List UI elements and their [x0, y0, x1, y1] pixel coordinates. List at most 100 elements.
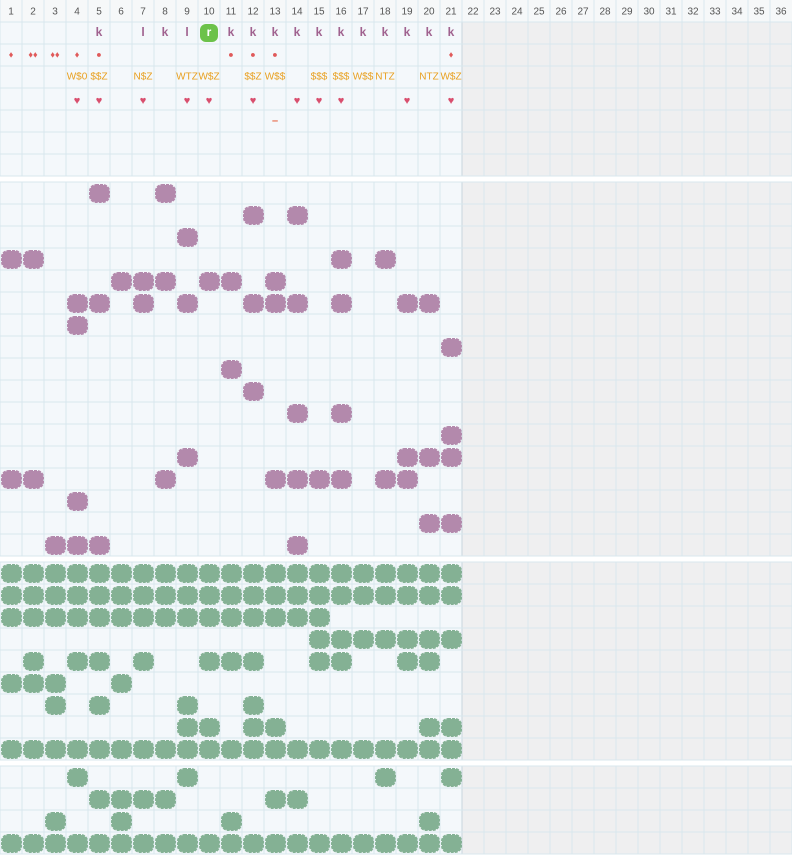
badge — [200, 24, 218, 42]
blob — [177, 718, 198, 737]
blob — [177, 586, 198, 605]
blob — [419, 586, 440, 605]
blob — [287, 608, 308, 627]
column-number: 12 — [247, 7, 259, 18]
cell-text: k — [382, 25, 389, 39]
blob — [397, 448, 418, 467]
blob — [111, 674, 132, 693]
blob — [89, 564, 110, 583]
blob — [265, 470, 286, 489]
blob — [23, 250, 44, 269]
blob — [243, 382, 264, 401]
blob — [265, 564, 286, 583]
column-number: 9 — [184, 7, 190, 18]
blob — [45, 586, 66, 605]
blob — [177, 696, 198, 715]
blob — [331, 404, 352, 423]
cell-text: k — [228, 25, 235, 39]
cell-text: N$Z — [134, 72, 153, 83]
blob — [133, 564, 154, 583]
cell-text: ● — [272, 49, 277, 59]
blob — [155, 790, 176, 809]
blob — [199, 272, 220, 291]
blob — [419, 448, 440, 467]
cell-text: $$Z — [90, 72, 107, 83]
blob — [309, 740, 330, 759]
blob — [287, 470, 308, 489]
cell-text: $$$ — [333, 72, 350, 83]
cell-text: ♥ — [250, 95, 257, 107]
blob — [177, 564, 198, 583]
blob — [375, 834, 396, 853]
blob — [177, 834, 198, 853]
blob — [419, 294, 440, 313]
blob — [309, 630, 330, 649]
blob — [89, 536, 110, 555]
column-number: 13 — [269, 7, 281, 18]
blob — [89, 294, 110, 313]
cell-text: $$Z — [244, 72, 261, 83]
cell-text: k — [96, 25, 103, 39]
blob — [199, 740, 220, 759]
cell-text: k — [360, 25, 367, 39]
cell-text: ♦ — [75, 49, 80, 59]
blob — [111, 740, 132, 759]
blob — [287, 404, 308, 423]
blob — [331, 294, 352, 313]
blob — [67, 834, 88, 853]
cell-text: W$$ — [353, 72, 374, 83]
blob — [397, 740, 418, 759]
blob — [155, 272, 176, 291]
blob — [199, 834, 220, 853]
cell-text: ♥ — [448, 95, 455, 107]
blob — [397, 652, 418, 671]
column-number: 30 — [643, 7, 655, 18]
blob — [45, 564, 66, 583]
column-number: 11 — [226, 7, 237, 18]
blob — [177, 448, 198, 467]
column-number: 8 — [162, 7, 168, 18]
blob — [331, 834, 352, 853]
cell-text: l — [185, 25, 188, 39]
column-number: 33 — [709, 7, 721, 18]
column-number: 31 — [665, 7, 677, 18]
section-bg-inactive — [462, 562, 792, 760]
column-number: 18 — [379, 7, 391, 18]
blob — [331, 630, 352, 649]
cell-text: NTZ — [375, 72, 394, 83]
cell-text: ♥ — [338, 95, 345, 107]
blob — [1, 470, 22, 489]
blob — [441, 740, 462, 759]
blob — [265, 294, 286, 313]
blob — [1, 564, 22, 583]
blob — [221, 272, 242, 291]
blob — [67, 294, 88, 313]
cell-text: ♥ — [74, 95, 81, 107]
blob — [23, 740, 44, 759]
blob — [287, 564, 308, 583]
blob — [243, 718, 264, 737]
blob — [353, 586, 374, 605]
column-number: 34 — [731, 7, 743, 18]
cell-text: W$Z — [440, 72, 461, 83]
blob — [111, 790, 132, 809]
blob — [199, 586, 220, 605]
blob — [265, 740, 286, 759]
blob — [177, 608, 198, 627]
cell-text: W$0 — [67, 72, 88, 83]
blob — [353, 564, 374, 583]
blob — [309, 564, 330, 583]
blob — [331, 652, 352, 671]
column-number: 26 — [555, 7, 567, 18]
blob — [89, 834, 110, 853]
blob — [419, 812, 440, 831]
blob — [45, 674, 66, 693]
blob — [221, 834, 242, 853]
blob — [199, 564, 220, 583]
cell-text: k — [338, 25, 345, 39]
blob — [67, 608, 88, 627]
blob — [441, 564, 462, 583]
blob — [133, 740, 154, 759]
blob — [23, 652, 44, 671]
